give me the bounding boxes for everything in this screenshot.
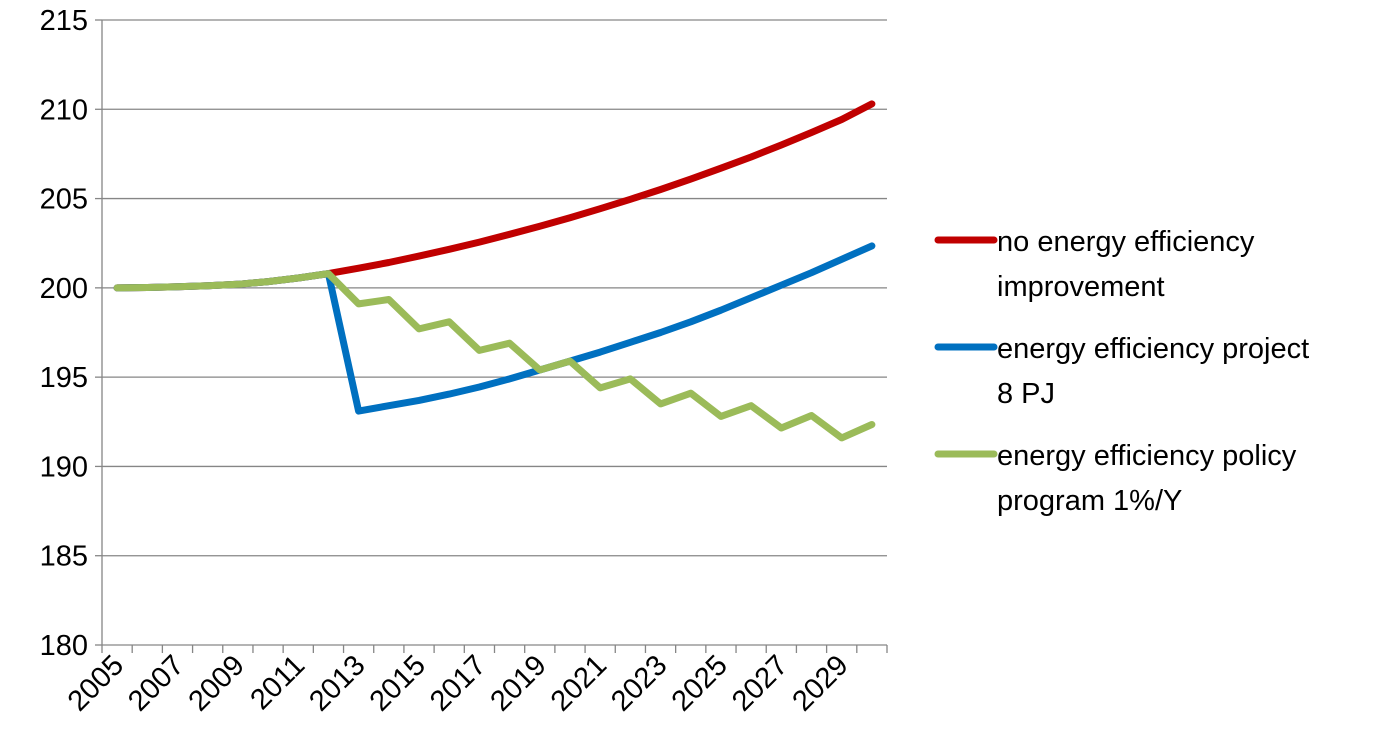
x-tick-label: 2025 bbox=[666, 649, 734, 717]
legend-label-3: energy efficiency policy program 1%/Y bbox=[997, 440, 1297, 517]
legend: no energy efficiency improvement energy ef… bbox=[938, 226, 1309, 517]
x-tick-label: 2027 bbox=[726, 649, 794, 717]
y-tick-label: 200 bbox=[40, 273, 88, 305]
x-tick-label: 2007 bbox=[122, 649, 190, 717]
series-lines bbox=[117, 104, 872, 438]
x-tick-label: 2019 bbox=[484, 649, 552, 717]
x-tick-label: 2017 bbox=[424, 649, 492, 717]
series-line-1 bbox=[117, 104, 872, 288]
y-tick-label: 195 bbox=[40, 362, 88, 394]
x-tick-label: 2021 bbox=[545, 649, 613, 717]
series-line-2 bbox=[117, 246, 872, 411]
legend-label-2: energy efficiency project 8 PJ bbox=[997, 333, 1309, 410]
x-tick-label: 2009 bbox=[183, 649, 251, 717]
legend-label-1: no energy efficiency improvement bbox=[997, 226, 1255, 303]
y-tick-label: 215 bbox=[40, 5, 88, 37]
x-tick-label: 2013 bbox=[303, 649, 371, 717]
x-tick-label: 2029 bbox=[786, 649, 854, 717]
y-tick-label: 210 bbox=[40, 94, 88, 126]
x-tick-label: 2015 bbox=[364, 649, 432, 717]
y-tick-label: 180 bbox=[40, 630, 88, 662]
x-tick-label: 2011 bbox=[244, 649, 311, 716]
y-tick-label: 205 bbox=[40, 184, 88, 216]
y-tick-label: 185 bbox=[40, 541, 88, 573]
x-axis-tick-labels: 2005200720092011201320152017201920212023… bbox=[62, 649, 855, 717]
x-tick-label: 2023 bbox=[605, 649, 673, 717]
y-axis-tick-labels: 180 185 190 195 200 205 210 215 bbox=[40, 5, 88, 662]
y-tick-label: 190 bbox=[40, 451, 88, 483]
axes bbox=[95, 20, 887, 653]
